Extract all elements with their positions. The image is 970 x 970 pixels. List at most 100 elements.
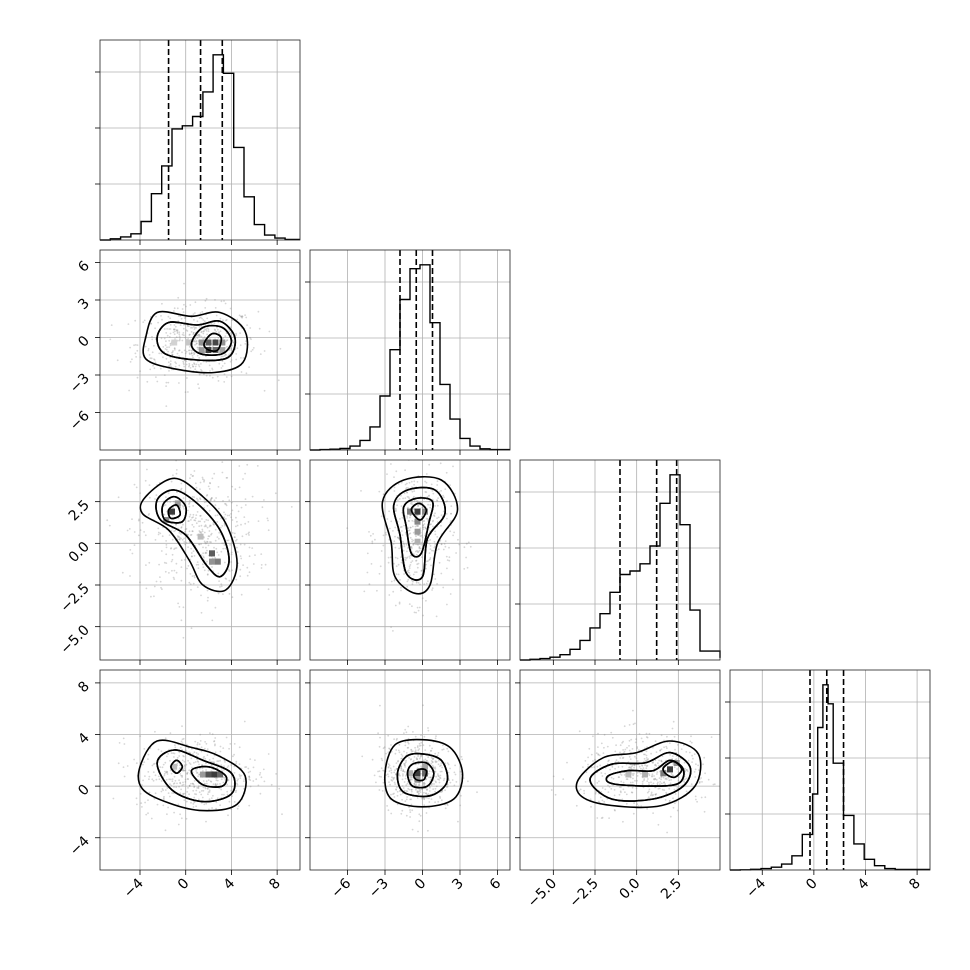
sample-point xyxy=(147,349,150,352)
sample-point xyxy=(202,337,205,340)
sample-point xyxy=(404,761,407,764)
sample-point xyxy=(173,328,175,331)
sample-point xyxy=(690,735,692,738)
sample-point xyxy=(406,491,408,494)
sample-point xyxy=(178,785,181,788)
sample-point xyxy=(395,458,397,460)
sample-point xyxy=(415,560,417,562)
sample-point xyxy=(219,750,222,753)
sample-point xyxy=(443,496,445,499)
sample-point xyxy=(170,752,173,754)
sample-point xyxy=(425,567,427,570)
contour-line-4 xyxy=(410,502,428,521)
sample-point xyxy=(654,793,657,796)
sample-point xyxy=(213,523,215,526)
sample-point xyxy=(446,517,448,520)
density-cell xyxy=(199,771,206,778)
sample-point xyxy=(407,746,410,749)
sample-point xyxy=(372,533,374,535)
sample-point xyxy=(382,534,385,537)
sample-point xyxy=(153,595,155,598)
x-tick-label: 3 xyxy=(449,876,467,894)
sample-point xyxy=(178,755,181,757)
sample-point xyxy=(176,329,179,332)
sample-point xyxy=(645,767,648,770)
sample-point xyxy=(203,480,205,483)
sample-point xyxy=(424,527,427,530)
sample-point xyxy=(221,793,223,796)
sample-point xyxy=(422,782,425,784)
sample-point xyxy=(219,526,222,529)
sample-point xyxy=(601,799,604,802)
sample-point xyxy=(173,782,176,784)
sample-point xyxy=(652,761,654,764)
sample-point xyxy=(638,749,640,752)
sample-point xyxy=(205,542,208,545)
sample-point xyxy=(219,317,222,320)
sample-point xyxy=(235,538,238,541)
sample-point xyxy=(388,748,391,750)
sample-point xyxy=(600,772,603,774)
sample-point xyxy=(672,720,675,723)
sample-point xyxy=(178,779,181,782)
sample-point xyxy=(233,765,236,768)
sample-point xyxy=(396,786,398,789)
sample-point xyxy=(227,814,229,817)
sample-point xyxy=(182,737,185,740)
sample-point xyxy=(148,513,151,515)
sample-point xyxy=(407,527,410,529)
sample-point xyxy=(188,785,191,787)
sample-point xyxy=(240,523,242,526)
sample-point xyxy=(214,557,217,559)
sample-point xyxy=(392,630,394,632)
sample-point xyxy=(118,742,121,744)
sample-point xyxy=(144,345,147,348)
sample-point xyxy=(694,776,697,778)
sample-point xyxy=(663,781,665,784)
sample-point xyxy=(648,783,650,786)
sample-point xyxy=(638,771,641,774)
sample-point xyxy=(190,331,193,333)
sample-point xyxy=(196,772,198,774)
sample-point xyxy=(122,737,125,740)
sample-point xyxy=(190,627,193,630)
contour-line-3 xyxy=(406,761,435,789)
sample-point xyxy=(381,759,384,762)
sample-point xyxy=(181,774,184,777)
sample-point xyxy=(423,784,426,787)
sample-point xyxy=(386,518,389,520)
sample-point xyxy=(196,771,199,774)
sample-point xyxy=(199,520,202,523)
sample-point xyxy=(413,495,415,498)
sample-point xyxy=(192,550,195,552)
sample-point xyxy=(673,788,676,791)
panel-body xyxy=(550,709,716,834)
sample-point xyxy=(183,508,185,510)
sample-point xyxy=(197,775,200,778)
sample-point xyxy=(408,529,411,532)
sample-point xyxy=(652,812,654,814)
sample-point xyxy=(243,516,246,518)
sample-point xyxy=(449,530,452,533)
sample-point xyxy=(457,820,459,823)
sample-point xyxy=(617,766,620,768)
sample-point xyxy=(641,783,644,785)
sample-point xyxy=(396,790,399,793)
sample-point xyxy=(180,489,182,491)
sample-point xyxy=(416,758,418,761)
sample-point xyxy=(167,792,170,794)
sample-point xyxy=(199,733,202,736)
sample-point xyxy=(673,766,676,769)
sample-point xyxy=(247,532,250,535)
sample-point xyxy=(209,370,211,372)
sample-point xyxy=(200,746,203,749)
sample-point xyxy=(667,776,670,779)
sample-point xyxy=(216,797,219,800)
sample-point xyxy=(193,761,195,764)
sample-point xyxy=(422,528,425,531)
sample-point xyxy=(227,779,230,782)
sample-point xyxy=(233,536,236,538)
sample-point xyxy=(615,744,617,747)
sample-point xyxy=(205,525,207,528)
sample-point xyxy=(233,801,236,803)
